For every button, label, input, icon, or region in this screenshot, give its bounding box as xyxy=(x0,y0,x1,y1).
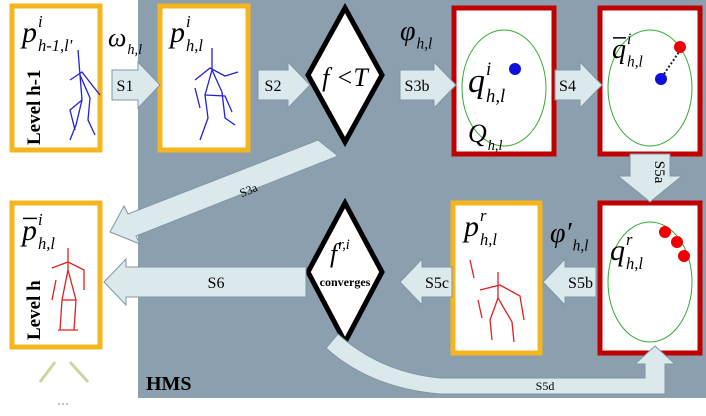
math-sub: h-1,l' xyxy=(38,36,73,55)
arrow xyxy=(38,361,57,383)
step-label: S5b xyxy=(568,275,593,292)
math-base: q xyxy=(610,234,625,267)
arrow xyxy=(68,360,90,384)
box xyxy=(450,200,543,356)
ellipse xyxy=(607,221,693,343)
math-base: p xyxy=(168,16,185,49)
arrow xyxy=(257,60,311,110)
math-base: p xyxy=(20,16,37,49)
math-base: p xyxy=(462,210,479,243)
arrow xyxy=(399,60,457,110)
ellipse xyxy=(461,29,547,147)
math-sup: i xyxy=(186,12,191,31)
math-sub: h,l xyxy=(488,138,503,154)
step-label: S5d xyxy=(536,379,555,393)
math-sup: i xyxy=(38,12,43,31)
step-label: S3a xyxy=(238,180,261,200)
math-sub: h,l xyxy=(127,42,142,58)
math-sub: h,l xyxy=(627,53,643,70)
math-base: q xyxy=(612,34,626,65)
math-sub: h,l xyxy=(626,254,643,273)
math-base: f xyxy=(330,239,341,268)
panel-label: HMS xyxy=(146,373,192,395)
box xyxy=(9,200,103,350)
math-base: p xyxy=(20,214,37,247)
dot xyxy=(678,250,690,262)
arrow xyxy=(542,257,597,307)
distance xyxy=(663,51,680,75)
arrow xyxy=(109,139,339,245)
decision-label: converges xyxy=(320,275,371,289)
skeleton xyxy=(69,48,239,141)
math-base: Q xyxy=(468,119,487,148)
box xyxy=(597,200,703,356)
step-label: S2 xyxy=(265,78,282,95)
math-sub: h,l xyxy=(480,230,497,249)
math-base: q xyxy=(468,63,485,100)
step-label: S4 xyxy=(559,78,576,95)
math-sub: h,l xyxy=(417,35,433,52)
step-label: S3b xyxy=(405,78,430,95)
step-label: S5a xyxy=(651,161,667,184)
box xyxy=(9,3,103,153)
math-sup: r xyxy=(626,230,633,249)
math-base: φ′ xyxy=(550,218,572,249)
level-label: Level h-1 xyxy=(24,70,45,145)
math-base: ω xyxy=(108,23,126,52)
math-base: φ xyxy=(400,16,416,47)
arrow xyxy=(616,153,684,203)
dot xyxy=(674,41,686,53)
math-sup: r,i xyxy=(338,237,350,253)
arrow xyxy=(103,257,307,307)
math-sub: h,l xyxy=(573,237,589,254)
arrow xyxy=(111,60,161,110)
math-sub: h,l xyxy=(38,234,55,253)
math-sub: h,l xyxy=(486,86,505,107)
step-label: S1 xyxy=(117,78,134,95)
dot xyxy=(671,236,683,248)
arrow xyxy=(399,257,453,307)
math-sup: i xyxy=(627,31,631,48)
dot xyxy=(509,63,521,75)
dot xyxy=(655,73,667,85)
box xyxy=(451,5,557,157)
skeleton xyxy=(51,248,525,343)
step-label: S5c xyxy=(425,275,449,292)
decision-label: f <T xyxy=(322,63,369,92)
math-sup: i xyxy=(38,210,43,229)
ellipse xyxy=(607,29,693,147)
arrow xyxy=(325,333,677,395)
level-label: Level h xyxy=(24,280,45,340)
decision xyxy=(305,2,385,148)
arrow xyxy=(554,60,603,110)
step-label: S6 xyxy=(208,275,225,292)
ellipsis: ... xyxy=(57,392,69,409)
dot xyxy=(659,226,671,238)
box xyxy=(157,3,251,153)
math-sup: i xyxy=(486,59,491,80)
math-sub: h,l xyxy=(186,36,203,55)
math-sup: r xyxy=(480,206,487,225)
